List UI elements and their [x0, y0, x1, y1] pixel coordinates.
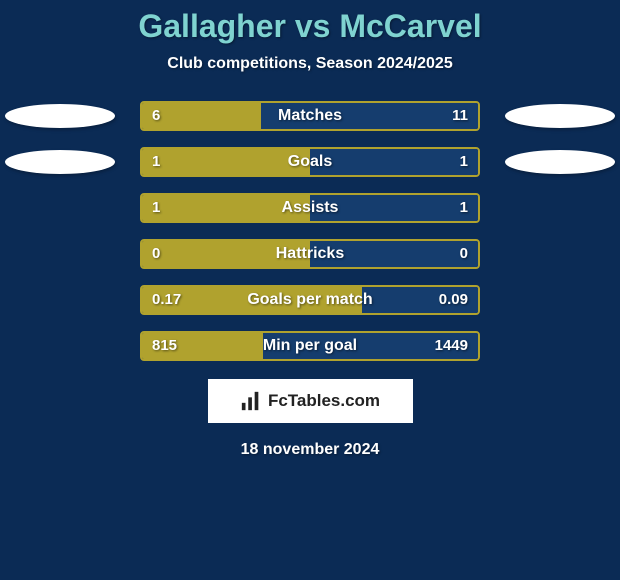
stat-bar: 11Assists — [140, 193, 480, 223]
stat-label: Goals — [142, 149, 478, 175]
stat-bar: 8151449Min per goal — [140, 331, 480, 361]
stat-bar: 00Hattricks — [140, 239, 480, 269]
stat-row: 8151449Min per goal — [0, 331, 620, 377]
rows-container: 611Matches 11Goals 11Assists 00Hattricks 0.1… — [0, 101, 620, 377]
stat-bar: 0.170.09Goals per match — [140, 285, 480, 315]
stat-row: 11Assists — [0, 193, 620, 239]
brand-label: FcTables.com — [268, 391, 380, 411]
chart-title: Gallagher vs McCarvel — [0, 8, 620, 45]
stat-bar: 611Matches — [140, 101, 480, 131]
stat-label: Hattricks — [142, 241, 478, 267]
stat-row: 611Matches — [0, 101, 620, 147]
stat-label: Goals per match — [142, 287, 478, 313]
brand-box[interactable]: FcTables.com — [208, 379, 413, 423]
stat-label: Min per goal — [142, 333, 478, 359]
player-marker-left — [5, 104, 115, 128]
comparison-chart: Gallagher vs McCarvel Club competitions,… — [0, 0, 620, 580]
player-marker-right — [505, 104, 615, 128]
chart-subtitle: Club competitions, Season 2024/2025 — [0, 55, 620, 73]
stat-row: 11Goals — [0, 147, 620, 193]
bar-chart-icon — [240, 390, 262, 412]
chart-date: 18 november 2024 — [0, 441, 620, 459]
stat-row: 0.170.09Goals per match — [0, 285, 620, 331]
stat-label: Matches — [142, 103, 478, 129]
stat-label: Assists — [142, 195, 478, 221]
stat-row: 00Hattricks — [0, 239, 620, 285]
stat-bar: 11Goals — [140, 147, 480, 177]
player-marker-right — [505, 150, 615, 174]
player-marker-left — [5, 150, 115, 174]
